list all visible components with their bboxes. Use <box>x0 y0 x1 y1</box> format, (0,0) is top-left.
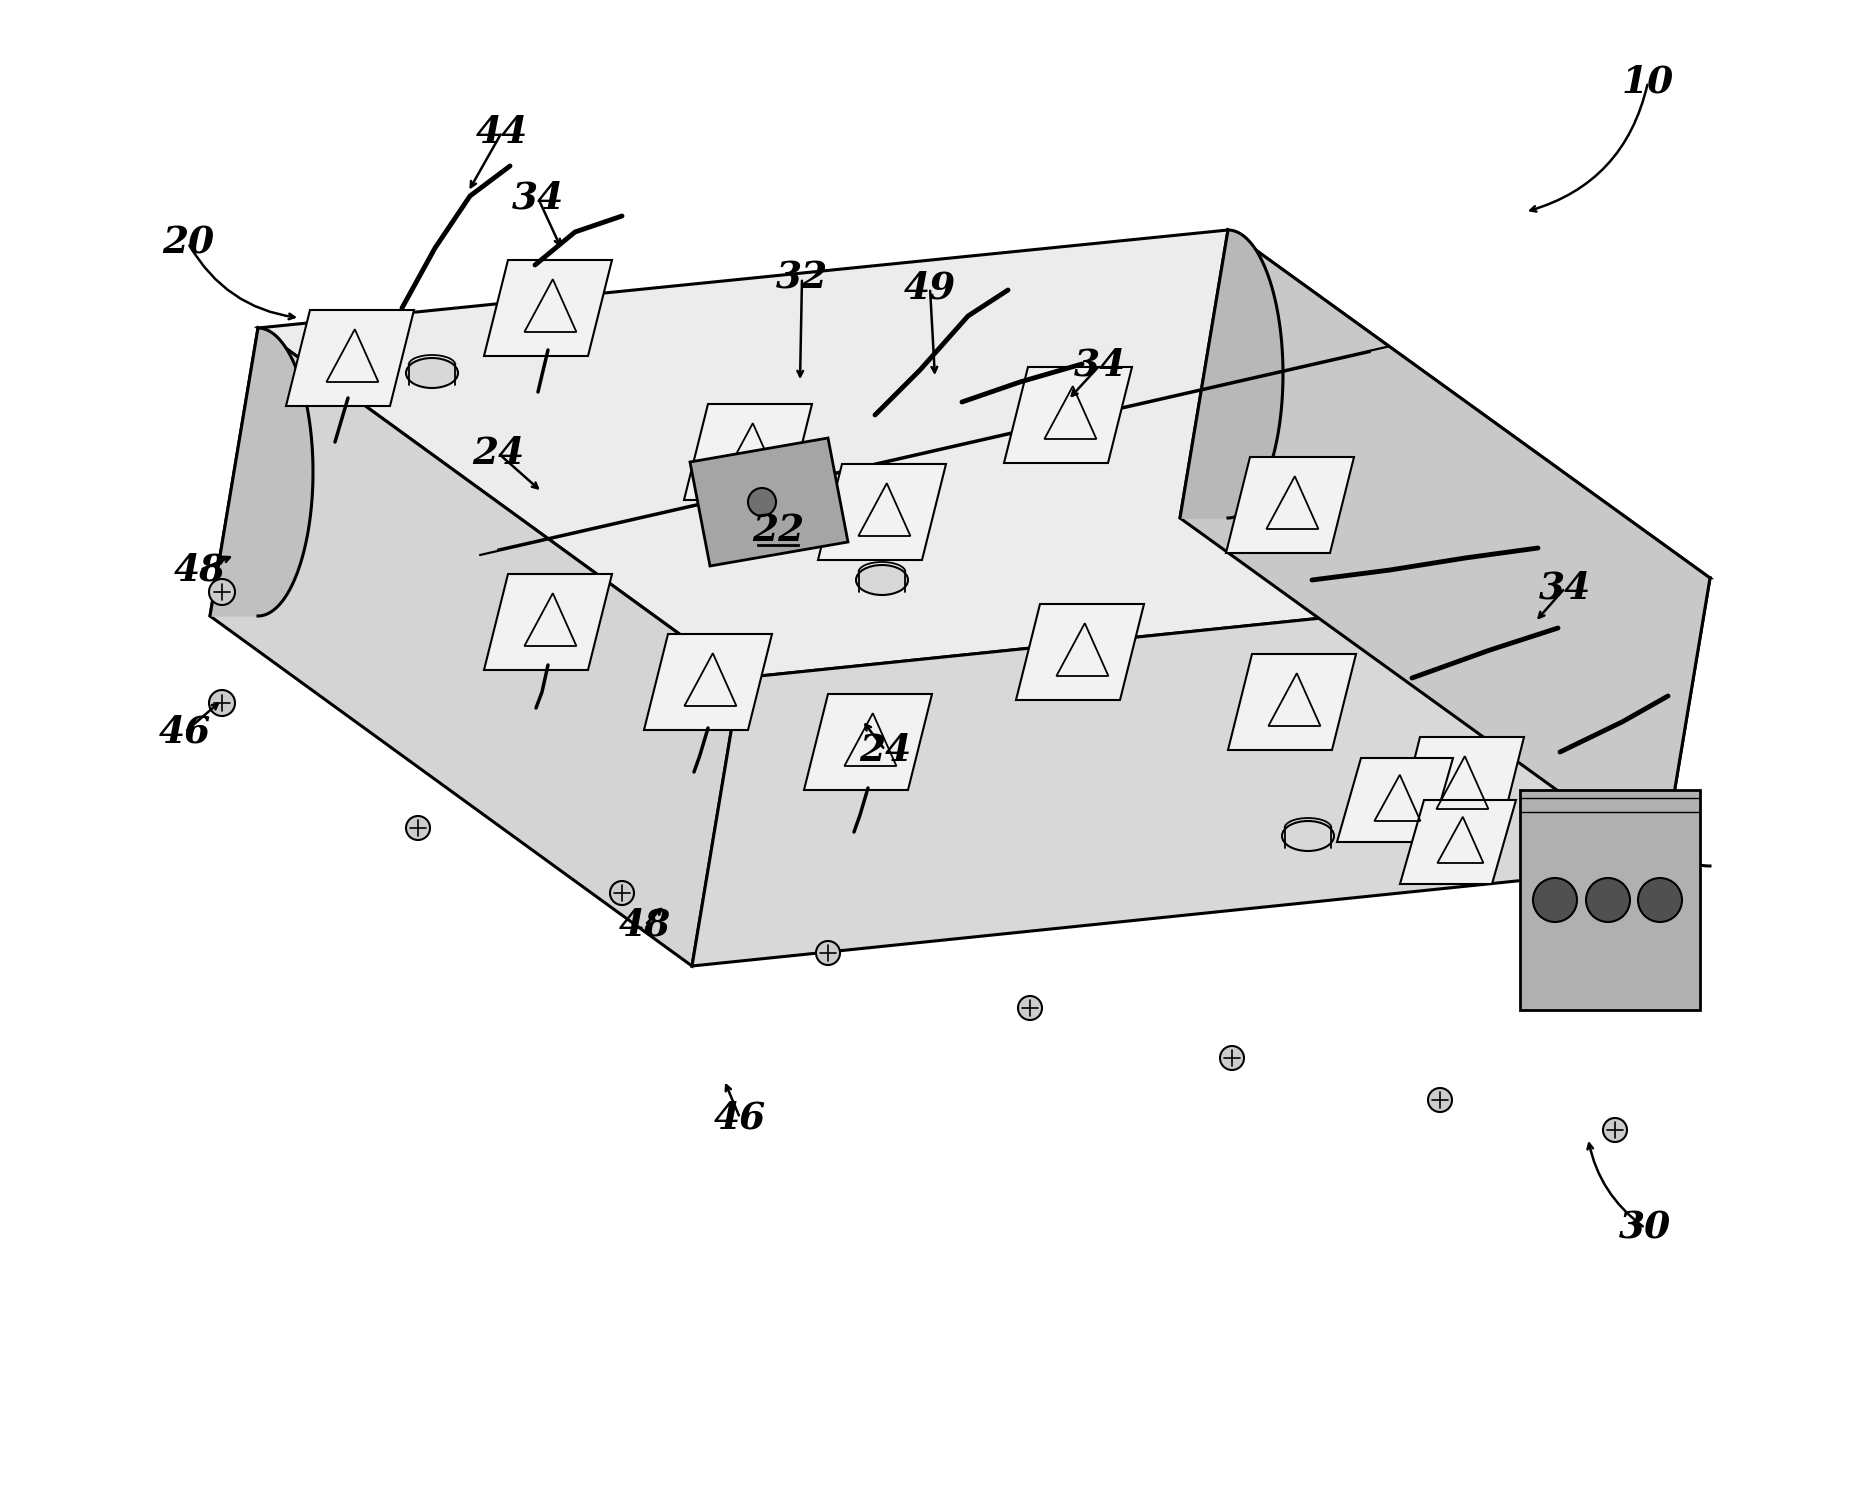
Text: 24: 24 <box>860 732 910 769</box>
Polygon shape <box>804 694 933 790</box>
Circle shape <box>1019 995 1041 1019</box>
Ellipse shape <box>406 358 459 388</box>
Polygon shape <box>1399 800 1515 884</box>
Text: 34: 34 <box>511 180 564 216</box>
Circle shape <box>1427 1088 1452 1112</box>
Circle shape <box>1603 1118 1628 1142</box>
Polygon shape <box>1395 738 1525 833</box>
Text: 46: 46 <box>714 1099 766 1136</box>
Text: 34: 34 <box>1540 570 1592 607</box>
Polygon shape <box>1337 758 1453 842</box>
Circle shape <box>210 579 234 606</box>
Polygon shape <box>1015 604 1144 700</box>
Polygon shape <box>1521 790 1701 1010</box>
Circle shape <box>817 941 839 965</box>
Circle shape <box>1639 878 1682 922</box>
Polygon shape <box>483 574 612 670</box>
Polygon shape <box>644 634 772 730</box>
Polygon shape <box>483 259 612 355</box>
Polygon shape <box>210 328 313 616</box>
Circle shape <box>1219 1046 1244 1070</box>
Text: 20: 20 <box>161 225 214 261</box>
Text: 32: 32 <box>775 259 828 297</box>
Text: 34: 34 <box>1073 346 1126 384</box>
Polygon shape <box>258 229 1710 678</box>
Circle shape <box>210 690 234 717</box>
Polygon shape <box>1004 367 1131 463</box>
Text: 49: 49 <box>905 270 955 306</box>
Polygon shape <box>819 465 946 561</box>
Circle shape <box>1532 878 1577 922</box>
Text: 24: 24 <box>472 435 524 472</box>
Text: 44: 44 <box>476 114 528 150</box>
Circle shape <box>406 815 431 839</box>
Ellipse shape <box>856 565 908 595</box>
Polygon shape <box>1180 229 1283 519</box>
Text: 10: 10 <box>1622 63 1674 100</box>
Polygon shape <box>1229 654 1356 750</box>
Polygon shape <box>1180 229 1710 866</box>
Polygon shape <box>210 328 740 965</box>
Text: 30: 30 <box>1618 1210 1671 1247</box>
Circle shape <box>1586 878 1630 922</box>
Polygon shape <box>691 579 1710 965</box>
Polygon shape <box>689 438 848 567</box>
Text: 48: 48 <box>174 552 227 589</box>
Text: 48: 48 <box>618 907 671 943</box>
Circle shape <box>747 489 775 516</box>
Text: 22: 22 <box>751 511 804 549</box>
Polygon shape <box>287 310 414 406</box>
Polygon shape <box>1227 457 1354 553</box>
Ellipse shape <box>1281 821 1334 851</box>
Text: 46: 46 <box>159 714 212 751</box>
Circle shape <box>611 881 633 905</box>
Polygon shape <box>684 405 813 501</box>
